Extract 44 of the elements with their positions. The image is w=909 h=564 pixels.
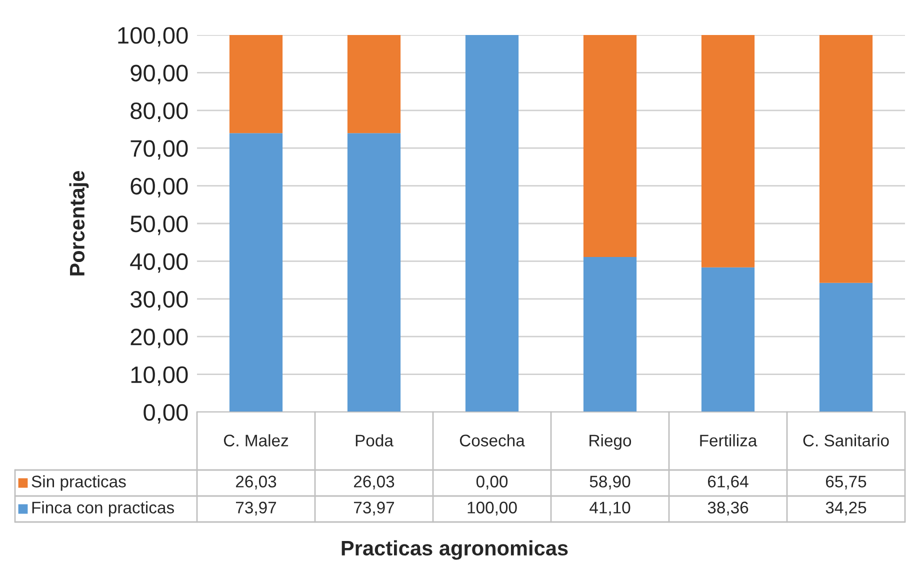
data-label: 0,00 — [476, 476, 508, 490]
y-tick-label: 40,00 — [130, 253, 188, 273]
data-label: 73,97 — [354, 502, 394, 516]
y-tick-label: 80,00 — [130, 102, 188, 122]
bar — [347, 35, 401, 134]
y-tick-label: 0,00 — [144, 404, 188, 424]
data-label: 26,03 — [354, 476, 394, 490]
bar — [819, 35, 873, 283]
y-tick-label: 50,00 — [130, 216, 188, 236]
data-label: 65,75 — [826, 476, 866, 490]
legend-label: Finca con practicas — [32, 501, 174, 517]
x-tick-label: Fertiliza — [700, 434, 758, 446]
y-tick-label: 70,00 — [130, 140, 188, 160]
x-tick-label: Cosecha — [460, 434, 525, 446]
x-tick-label: Poda — [356, 434, 394, 446]
y-tick-label: 100,00 — [118, 27, 188, 47]
x-tick-label: C. Sanitario — [803, 434, 889, 446]
data-label: 58,90 — [590, 476, 630, 490]
x-axis-title: Practicas agronomicas — [342, 540, 568, 560]
data-label: 61,64 — [708, 476, 748, 490]
bar — [701, 35, 755, 268]
bar — [229, 35, 283, 134]
data-label: 26,03 — [236, 476, 276, 490]
data-label: 41,10 — [590, 502, 630, 516]
y-tick-label: 30,00 — [130, 290, 188, 310]
x-tick-label: Riego — [590, 434, 632, 450]
bar — [229, 133, 283, 412]
y-tick-label: 60,00 — [130, 178, 188, 198]
bar — [583, 257, 637, 412]
bar — [583, 35, 637, 258]
x-tick-label: C. Malez — [224, 434, 288, 446]
y-tick-label: 90,00 — [130, 64, 188, 84]
data-label: 34,25 — [826, 502, 866, 516]
bar — [347, 133, 401, 412]
y-axis-title: Porcentaje — [69, 170, 89, 276]
bar — [819, 282, 873, 412]
bar — [465, 35, 519, 412]
y-tick-label: 20,00 — [130, 328, 188, 348]
data-label: 73,97 — [236, 502, 276, 516]
y-tick-label: 10,00 — [131, 366, 188, 386]
data-label: 100,00 — [468, 502, 517, 516]
bar — [701, 267, 755, 412]
legend-label: Sin practicas — [32, 475, 126, 491]
data-label: 38,36 — [708, 502, 748, 516]
